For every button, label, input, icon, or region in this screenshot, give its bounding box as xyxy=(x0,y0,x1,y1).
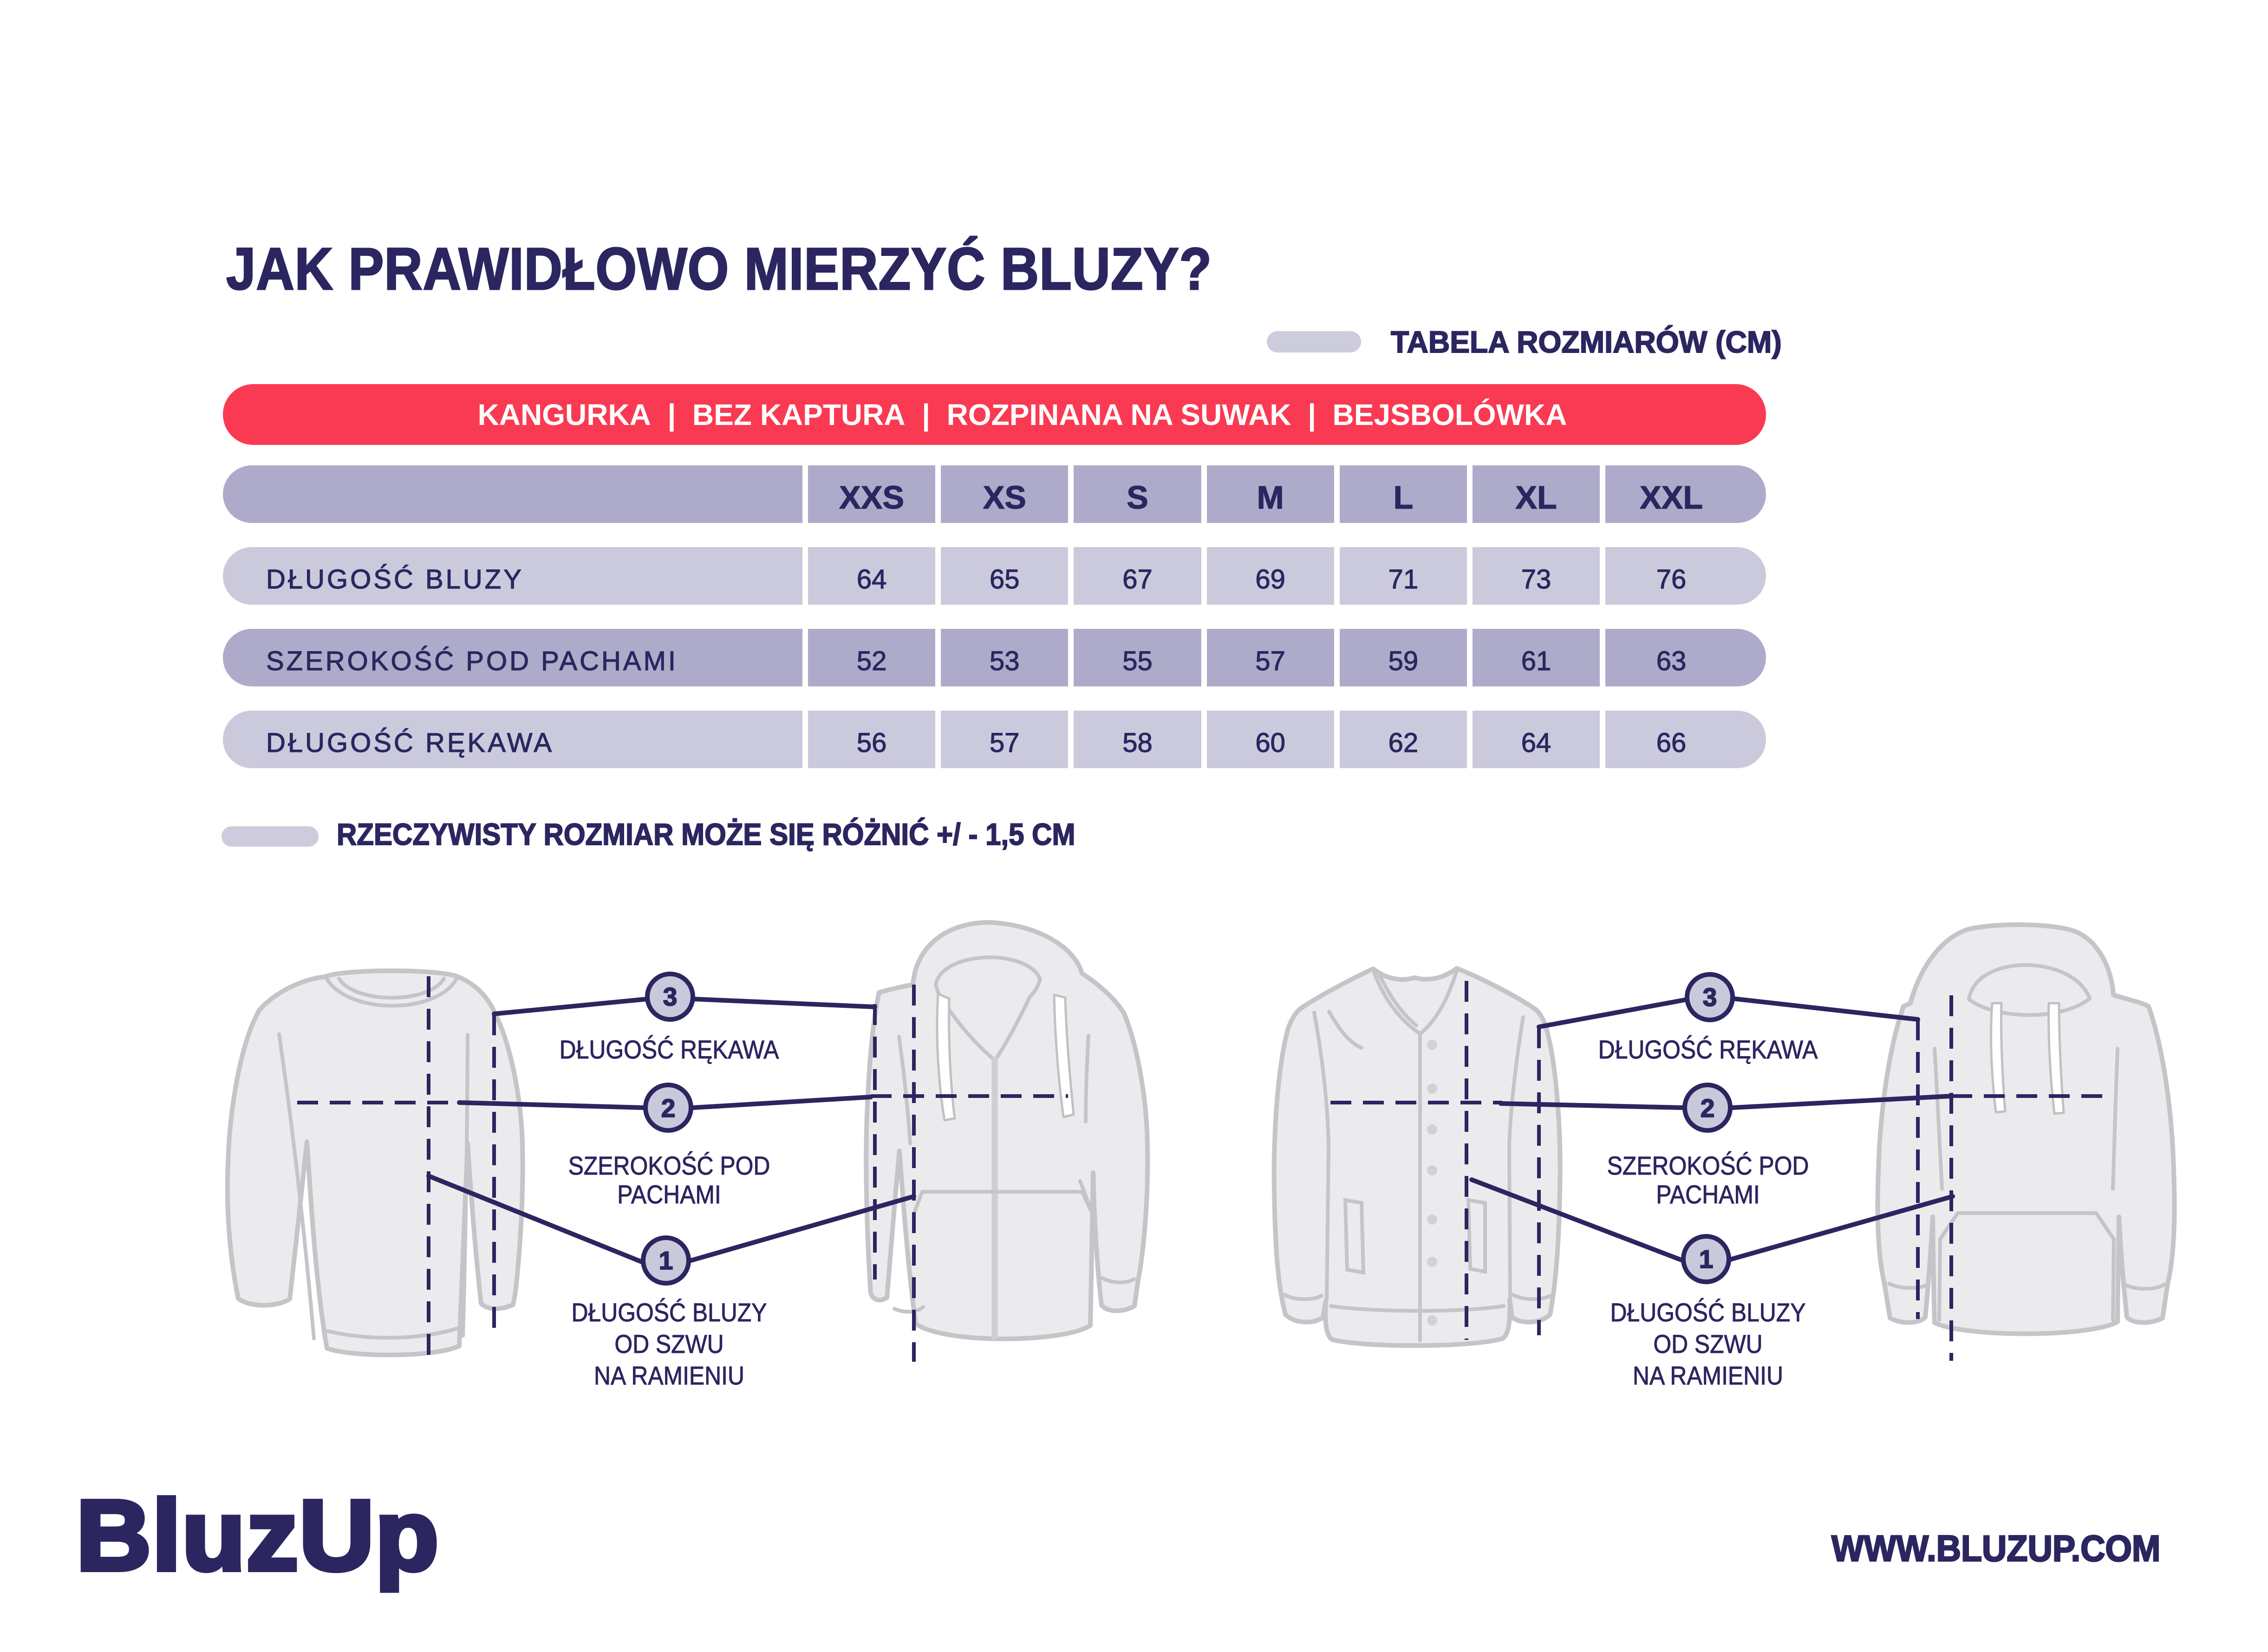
svg-text:1: 1 xyxy=(659,1246,673,1275)
svg-text:2: 2 xyxy=(661,1094,676,1123)
svg-text:3: 3 xyxy=(1703,983,1717,1012)
svg-text:3: 3 xyxy=(663,982,678,1011)
svg-text:1: 1 xyxy=(1699,1245,1714,1273)
svg-text:2: 2 xyxy=(1701,1094,1715,1123)
